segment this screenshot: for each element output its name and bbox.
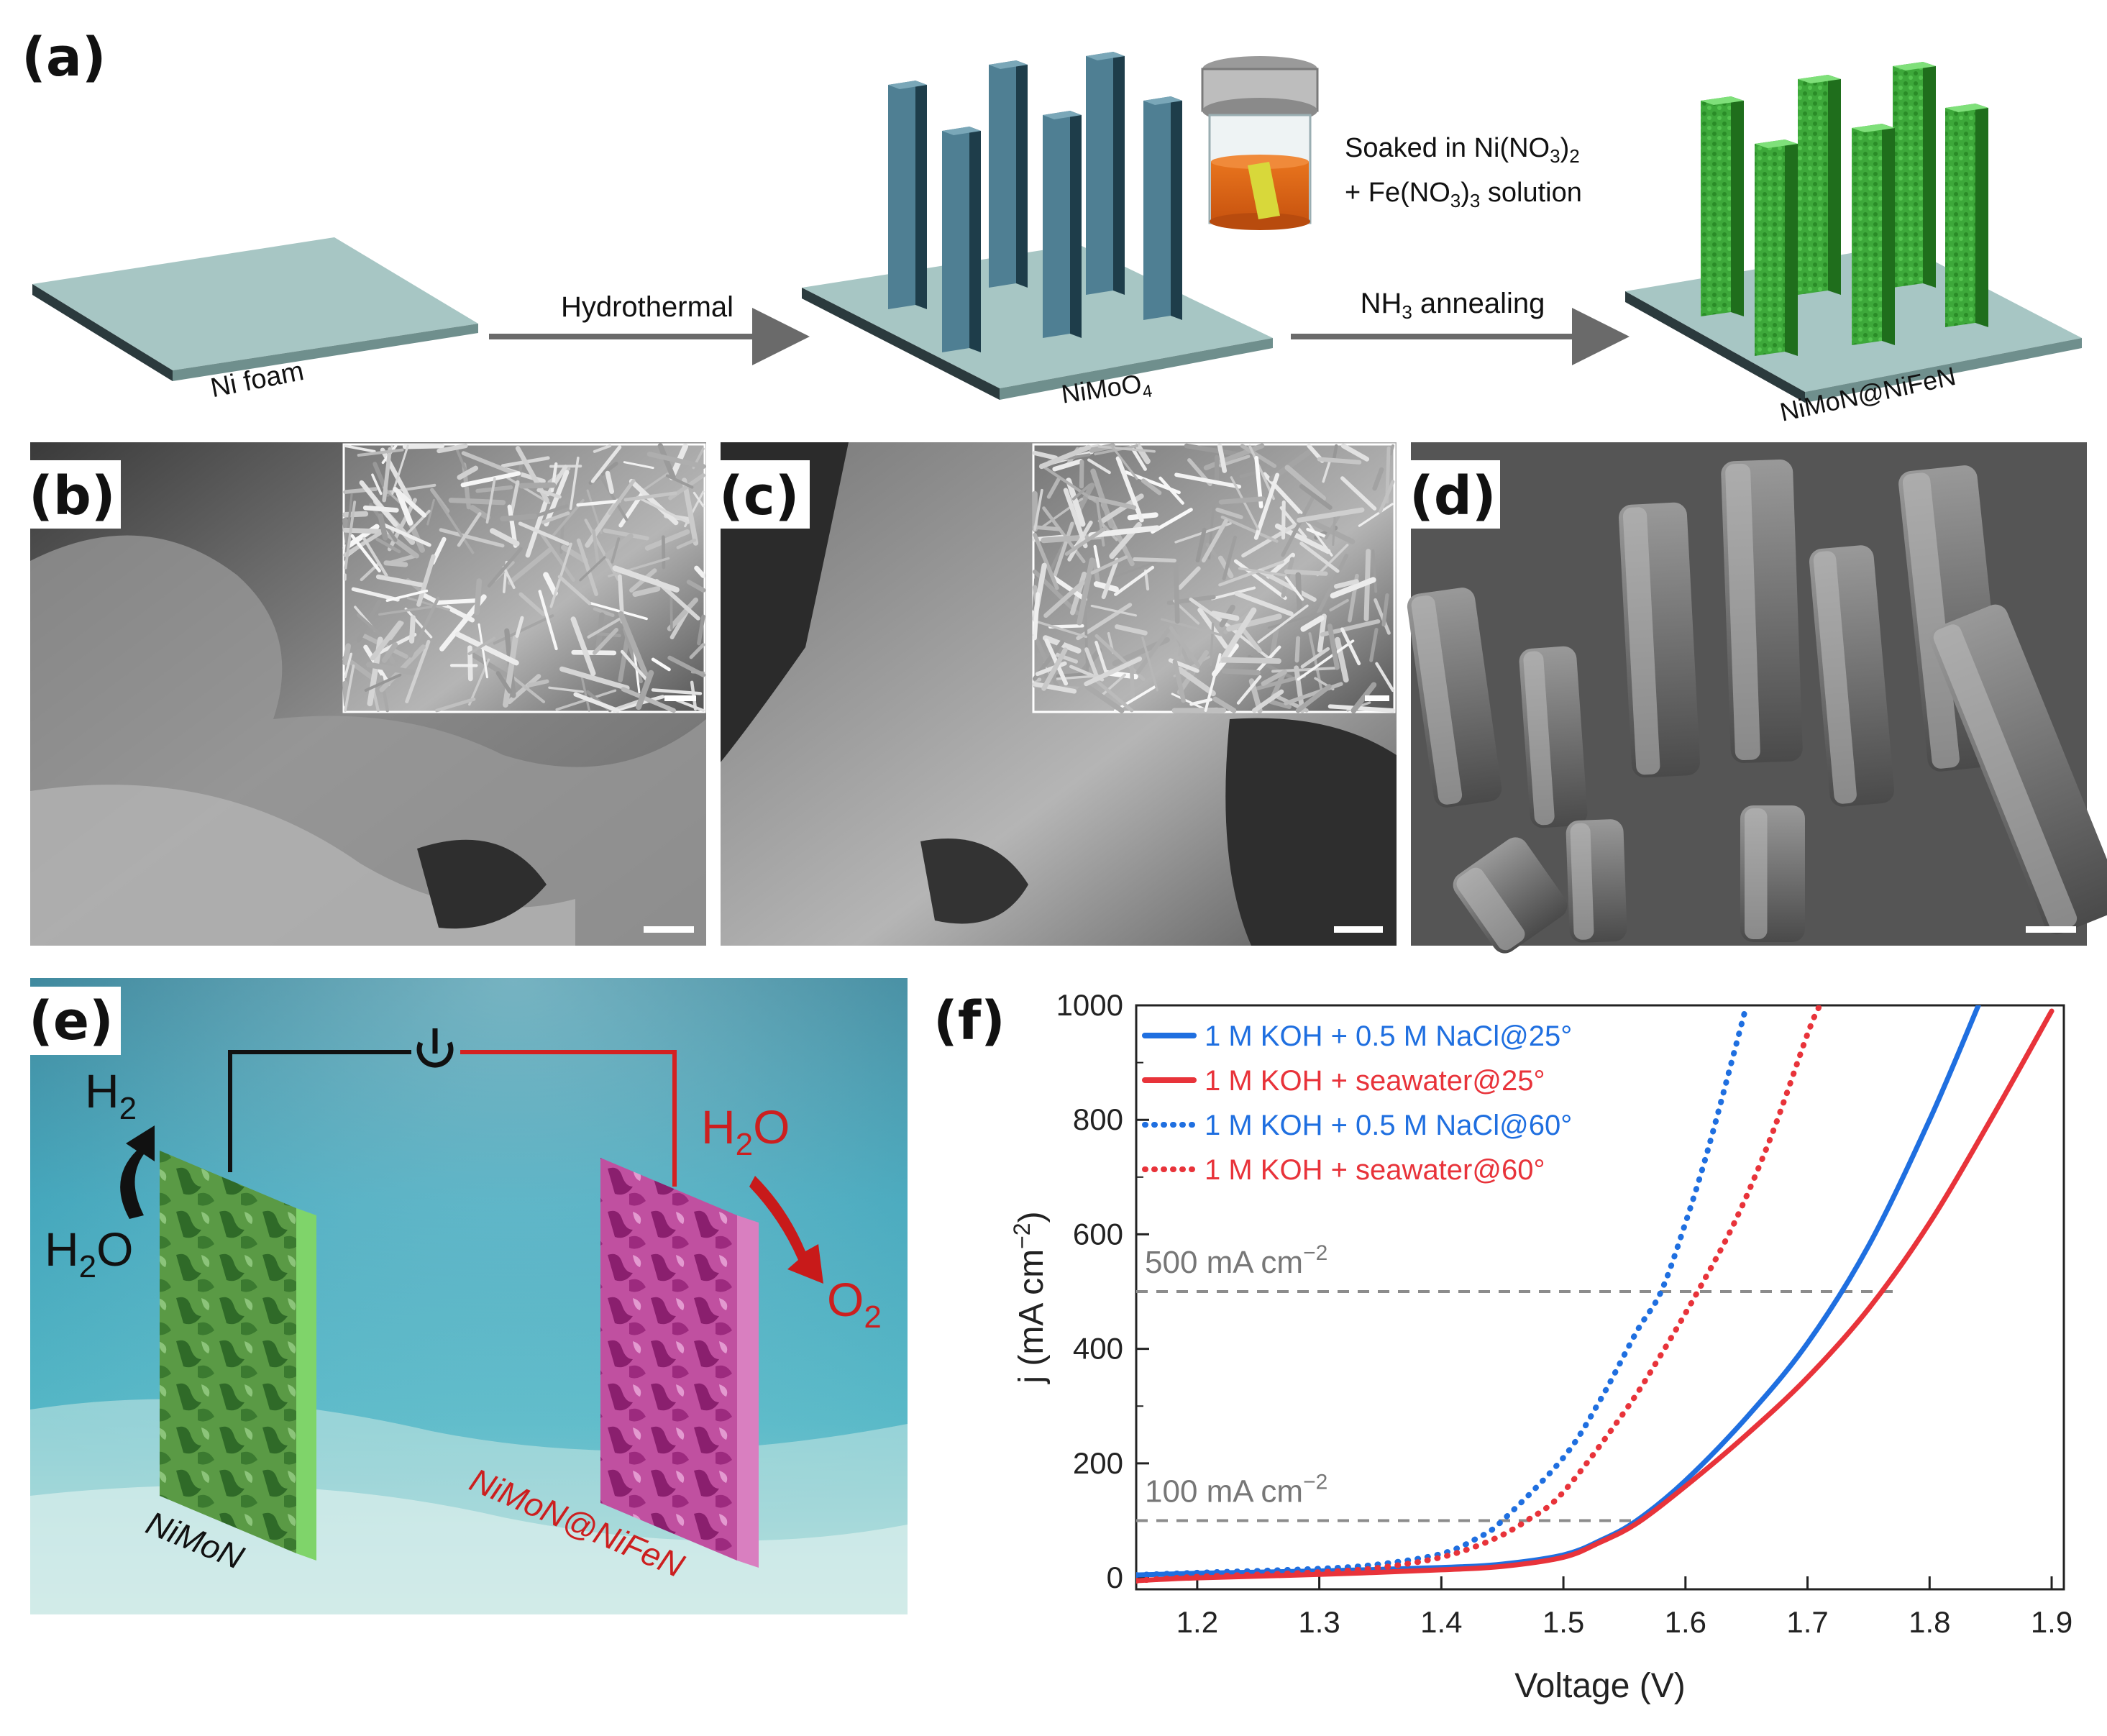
x-tick-label: 1.5 [1542,1605,1584,1639]
nanorod [1320,460,1359,462]
panel-label-f: (f) [933,990,1005,1052]
nimon-nifen-pillar [1701,96,1744,316]
nimon-nifen-pillar [1893,62,1936,288]
panel-c-sem: (c) [718,442,1397,946]
x-tick-label: 1.7 [1786,1605,1828,1639]
nanorod [1221,499,1263,502]
x-tick-label: 1.9 [2031,1605,2072,1639]
panel-label-e: (e) [29,990,114,1052]
nanorod [1035,527,1059,529]
nimon-nifen-pillar [1945,104,1988,327]
scale-bar-b [644,926,694,933]
scale-bar-inset-b [664,695,696,701]
panel-label-a: (a) [22,27,106,88]
legend-entry: 1 M KOH + seawater@60° [1205,1154,1545,1186]
anode-plate-nimon-nifen [600,1158,759,1568]
nanorod [412,618,413,641]
nanorod [345,646,348,662]
soak-text-line1: Soaked in Ni(NO3)2 [1345,133,1580,167]
legend-entry: 1 M KOH + 0.5 M NaCl@25° [1205,1020,1572,1052]
nanorod [1135,559,1174,561]
x-axis-label: Voltage (V) [1514,1667,1685,1705]
panel-b-sem: (b) [29,442,706,946]
nh3-annealing-label: NH3 annealing [1361,288,1545,323]
nimon-nifen-pillar [1755,140,1798,356]
nimoo4-pillar [942,127,981,352]
beaker-icon [1202,56,1317,230]
x-tick-label: 1.2 [1176,1605,1218,1639]
nimoo4-pillar [888,81,927,309]
nanorod [1224,671,1258,673]
x-tick-label: 1.6 [1665,1605,1706,1639]
nanorod [521,485,553,486]
nanorod [1721,459,1804,763]
nimon-nifen-array [1625,62,2082,403]
panel-a: (a) Ni foam Hydrothermal NiMoO4 [22,27,2082,427]
panel-e-illustration: H2 H2O H2O O2 NiMoN NiMoN@NiFeN (e) [29,978,908,1614]
polarization-chart: 1.2 1.3 1.4 1.5 1.6 1.7 1.8 1.9 0 200 400 600 800 100… [1009,988,2072,1705]
nanorod [1283,502,1284,537]
y-tick-label: 1000 [1056,988,1123,1022]
nanorod [1297,639,1299,661]
nimon-nifen-pillar [1798,75,1841,295]
nanorod [1740,805,1805,942]
y-axis-label: j (mA cm−2) [1009,1211,1051,1384]
legend-entry: 1 M KOH + 0.5 M NaCl@60° [1205,1110,1572,1141]
legend-entry: 1 M KOH + seawater@25° [1205,1065,1545,1097]
nimoo4-pillar [989,60,1028,288]
y-tick-label: 800 [1073,1102,1123,1136]
nanorod [451,501,503,503]
y-tick-label: 200 [1073,1446,1123,1480]
nanorod [1224,660,1279,662]
y-tick-label: 400 [1073,1332,1123,1366]
nanorod [663,537,664,567]
panel-f-chart: (f) 1.2 1.3 1.4 1.5 1.6 1.7 1.8 1.9 0 200 400 600 80… [933,988,2072,1705]
panel-label-b: (b) [29,465,116,527]
nanorod [1566,819,1627,944]
panel-label-d: (d) [1409,465,1496,527]
nanorod [503,516,535,518]
cathode-plate-nimon [160,1151,316,1561]
panel-label-c: (c) [719,465,800,527]
nanorod [1176,567,1177,621]
soak-text-line2: + Fe(NO3)3 solution [1345,178,1582,211]
nanorod [1132,665,1133,698]
nanorod [1618,502,1701,778]
y-tick-label: 600 [1073,1217,1123,1251]
nimoo4-pillar [1086,52,1125,295]
scale-bar-inset-c [1365,695,1389,701]
nimon-nifen-pillar [1852,124,1895,345]
y-tick-label: 0 [1107,1561,1123,1594]
scale-bar-c [1334,926,1383,933]
ni-foam-slab [32,237,478,381]
x-tick-label: 1.4 [1420,1605,1462,1639]
x-tick-label: 1.8 [1909,1605,1950,1639]
nanorod [405,446,442,447]
nimoo4-pillar [1143,96,1182,320]
hydrothermal-label: Hydrothermal [561,291,733,323]
nimoo4-pillar [1043,111,1082,338]
nanorod [1391,446,1393,454]
reference-line-label: 100 mA cm−2 [1145,1470,1327,1509]
x-tick-label: 1.3 [1298,1605,1340,1639]
nanorod [1286,572,1325,574]
nanorod [386,563,406,565]
panel-d-sem: (d) [1406,442,2107,959]
nanorod [345,513,365,514]
nanorod [477,581,479,613]
nanorod [436,600,475,603]
reference-line-label: 500 mA cm−2 [1145,1241,1327,1280]
scale-bar-d [2026,926,2076,933]
nanorod [365,508,396,510]
nanorod [1334,446,1336,458]
